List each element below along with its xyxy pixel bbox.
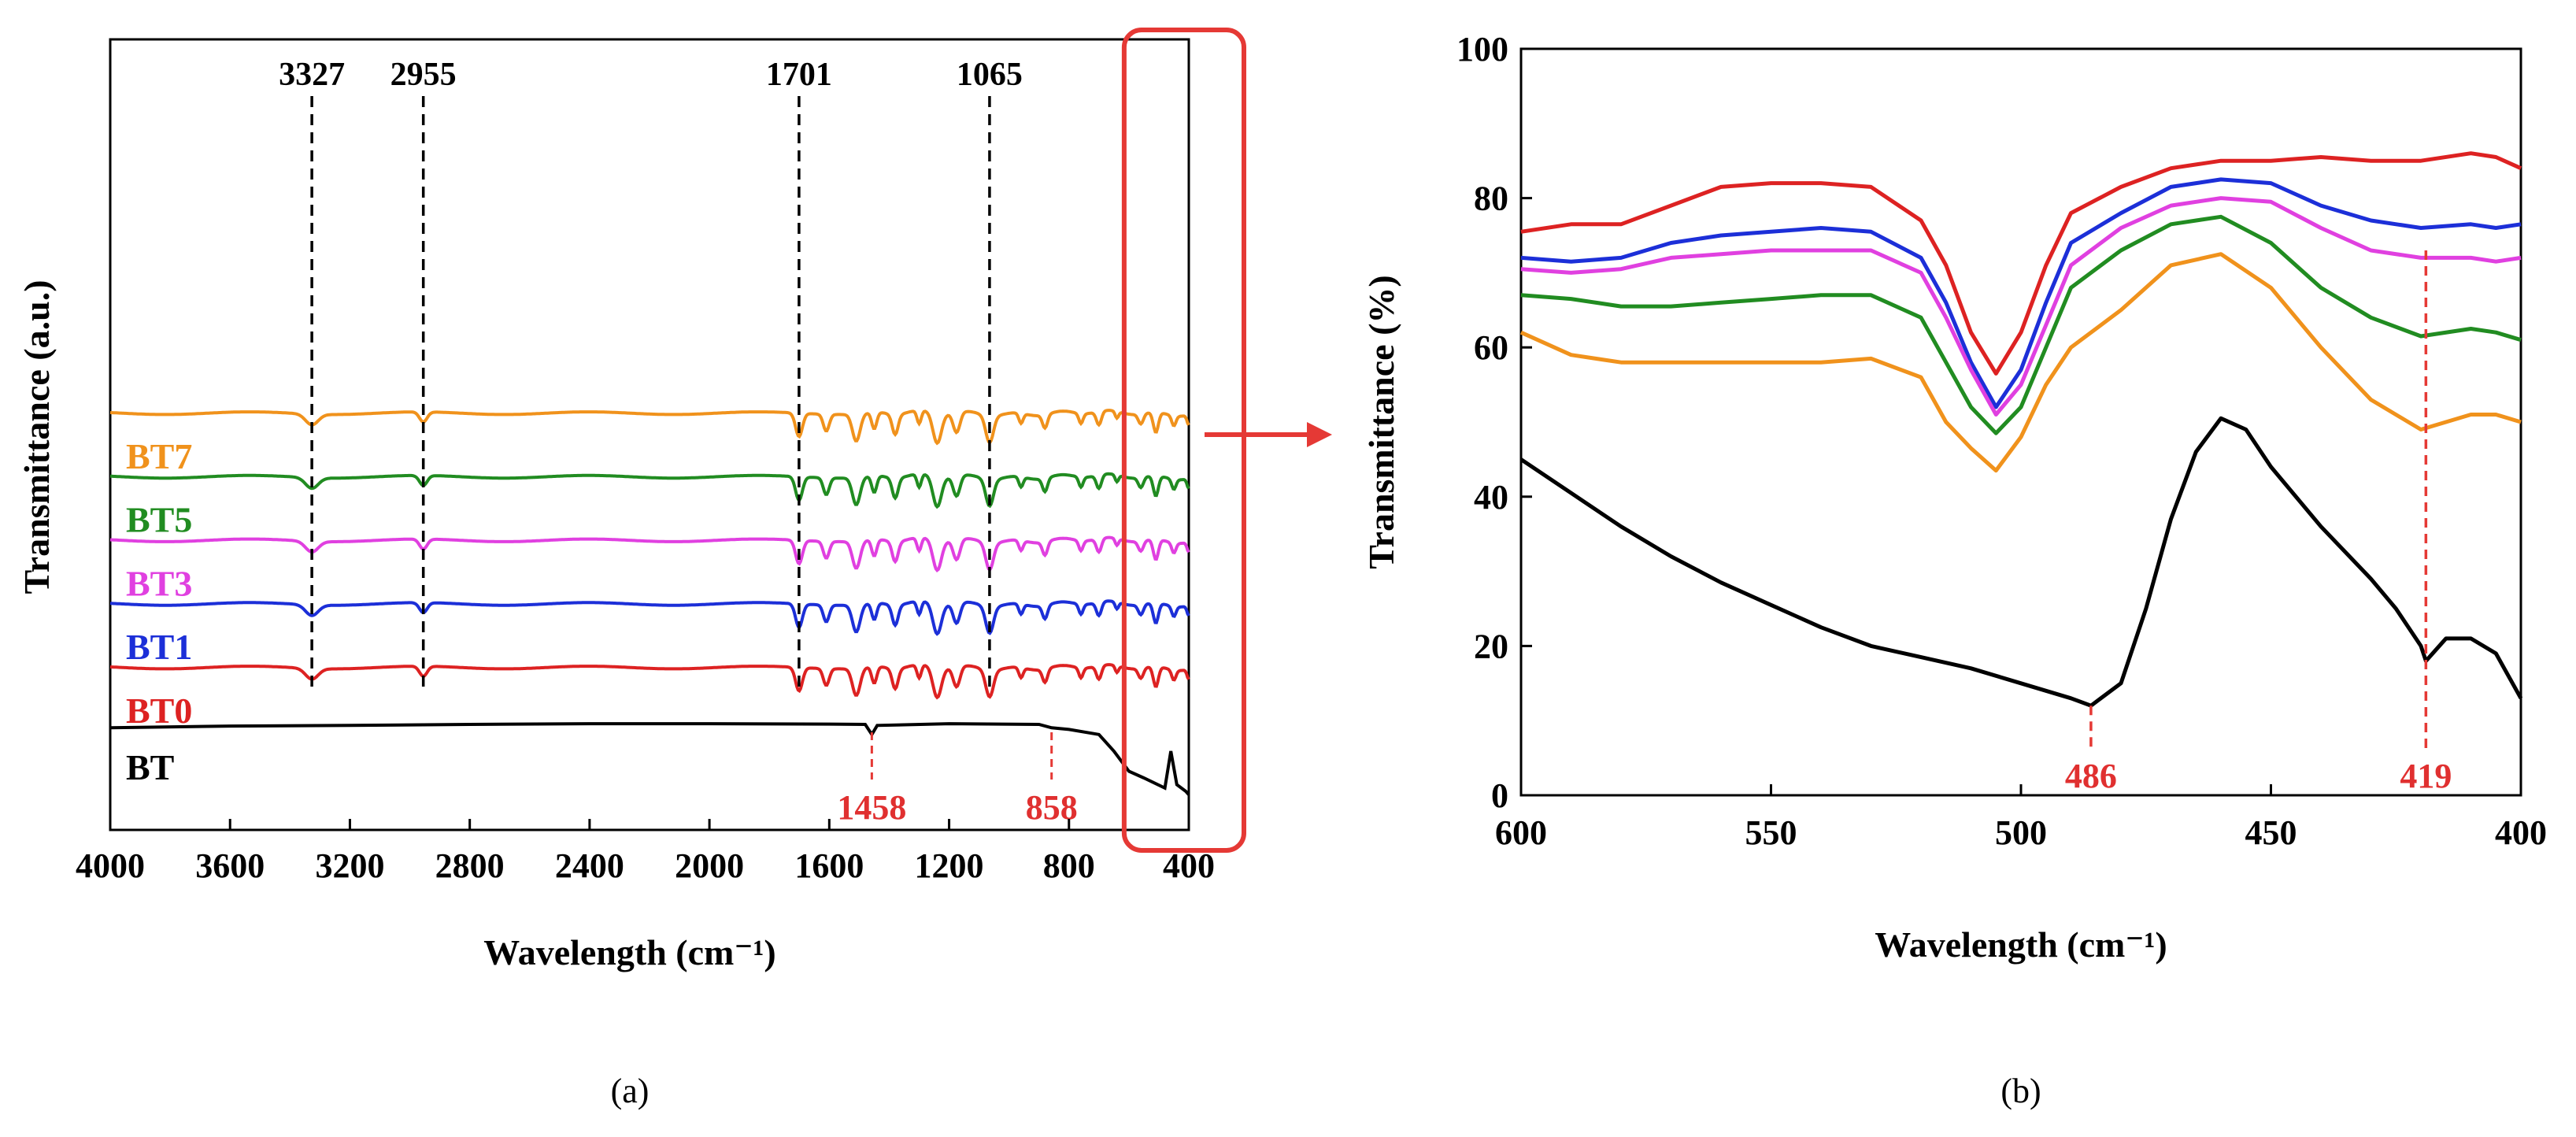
x-tick-label: 1200	[915, 846, 984, 885]
y-tick-label: 20	[1474, 627, 1508, 665]
x-tick-label: 2800	[435, 846, 505, 885]
panel-b-series-group	[1519, 151, 2523, 708]
x-tick-label: 400	[1163, 846, 1215, 885]
y-tick-label: 40	[1474, 478, 1508, 517]
panel-b-annotations: 486 419	[2065, 250, 2452, 795]
panel-b-chart: 486 419 600 550 500 450 400 0 20 40 60 80 100 Wave…	[1361, 30, 2547, 1110]
peak-label-1458: 1458	[837, 788, 906, 827]
x-tick-label: 3200	[315, 846, 384, 885]
y-tick-label: 100	[1456, 30, 1508, 69]
series-line-bt3	[109, 535, 1190, 572]
series-label-bt5: BT5	[126, 500, 192, 540]
peak-label-3327: 3327	[279, 57, 345, 93]
x-tick-label: 400	[2495, 813, 2547, 852]
peak-label-1701: 1701	[766, 57, 832, 93]
caption-a: (a)	[611, 1072, 650, 1110]
series-label-bt0: BT0	[126, 691, 192, 731]
panel-b-x-ticks: 600 550 500 450 400	[1495, 784, 2547, 852]
series-line-bt5	[1520, 214, 2522, 435]
panel-a-series-group	[109, 409, 1190, 796]
series-label-bt1: BT1	[126, 627, 192, 667]
panel-b-y-axis-label: Transmittance (%)	[1361, 275, 1401, 568]
series-line-bt	[109, 722, 1190, 796]
y-tick-label: 0	[1491, 776, 1508, 815]
series-line-bt7	[109, 409, 1190, 446]
x-tick-label: 550	[1745, 813, 1797, 852]
caption-b: (b)	[2000, 1072, 2041, 1110]
panel-b-x-axis-label: Wavelength (cm⁻¹)	[1875, 924, 2167, 965]
arrow-right-icon	[1205, 422, 1332, 447]
x-tick-label: 450	[2245, 813, 2297, 852]
x-tick-label: 4000	[76, 846, 145, 885]
peak-label-2955: 2955	[390, 57, 457, 93]
panel-b-y-ticks: 0 20 40 60 80 100	[1456, 30, 1532, 815]
y-tick-label: 80	[1474, 180, 1508, 218]
y-tick-label: 60	[1474, 328, 1508, 367]
x-tick-label: 1600	[794, 846, 864, 885]
panel-a-y-axis-label: Transmittance (a.u.)	[17, 280, 57, 594]
series-line-bt1	[1520, 177, 2522, 409]
series-line-bt	[1519, 416, 2523, 708]
x-tick-label: 2400	[555, 846, 624, 885]
series-line-bt3	[1520, 196, 2522, 417]
panel-a-series-labels: BT7 BT5 BT3 BT1 BT0 BT	[126, 436, 192, 787]
series-line-bt1	[109, 599, 1190, 636]
series-label-bt7: BT7	[126, 436, 192, 476]
peak-label-1065: 1065	[957, 57, 1023, 93]
series-line-bt0	[109, 663, 1190, 700]
highlight-box	[1121, 28, 1247, 853]
x-tick-label: 600	[1495, 813, 1547, 852]
x-tick-label: 500	[1995, 813, 2047, 852]
series-line-bt7	[1519, 252, 2522, 473]
x-tick-label: 3600	[195, 846, 265, 885]
x-tick-label: 800	[1043, 846, 1095, 885]
series-label-bt: BT	[126, 747, 174, 787]
series-line-bt0	[1520, 151, 2522, 376]
panel-a-x-ticks: 4000 3600 3200 2800 2400 2000 1600 1200 800 400	[76, 819, 1215, 885]
x-tick-label: 2000	[675, 846, 744, 885]
panel-a-x-axis-label: Wavelength (cm⁻¹)	[483, 932, 776, 972]
annotation-label-486: 486	[2065, 757, 2117, 795]
annotation-label-419: 419	[2400, 757, 2452, 795]
panel-a-plot-frame	[109, 38, 1190, 831]
series-line-bt5	[109, 472, 1190, 509]
series-label-bt3: BT3	[126, 563, 192, 603]
